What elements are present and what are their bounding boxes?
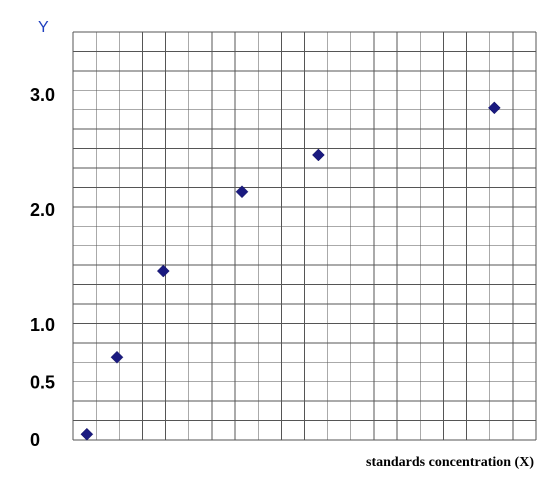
data-point [235, 185, 249, 199]
data-point [156, 264, 170, 278]
data-point [312, 148, 325, 162]
y-tick-label: 0.5 [30, 373, 55, 393]
y-tick-label: 2.0 [30, 200, 55, 220]
data-point [487, 101, 501, 115]
data-point [80, 427, 94, 441]
data-points [80, 101, 501, 441]
x-axis-label: standards concentration (X) [366, 455, 534, 470]
y-axis-label: Y [38, 19, 49, 36]
y-tick-label: 3.0 [30, 85, 55, 105]
y-tick-label: 0 [30, 430, 40, 450]
y-tick-labels: 0 0.5 1.0 2.0 3.0 [30, 85, 55, 450]
y-tick-label: 1.0 [30, 315, 55, 335]
data-point [110, 350, 124, 364]
plot-grid [72, 31, 537, 441]
